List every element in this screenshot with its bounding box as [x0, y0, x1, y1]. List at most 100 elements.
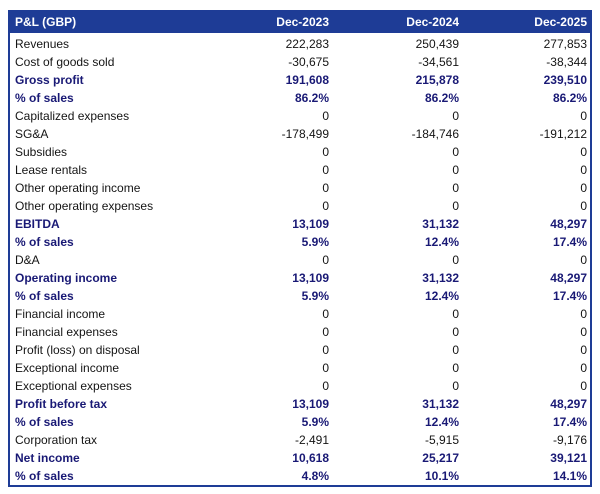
row-value: 5.9% — [301, 235, 329, 249]
row-label: Corporation tax — [15, 433, 98, 447]
row-value: 14.1% — [552, 469, 587, 483]
row-value: 17.4% — [552, 235, 587, 249]
row-value: 0 — [452, 145, 459, 159]
row-value: 0 — [452, 109, 459, 123]
row-value: 0 — [322, 199, 329, 213]
row-value: 0 — [580, 253, 587, 267]
row-label: Other operating expenses — [15, 199, 154, 213]
row-value: 250,439 — [415, 37, 459, 51]
row-value: 86.2% — [552, 91, 587, 105]
table-row: Operating income 13,109 31,132 48,297 — [10, 269, 590, 287]
row-value: 86.2% — [294, 91, 329, 105]
table-row: Corporation tax -2,491 -5,915 -9,176 — [10, 431, 590, 449]
row-value: 0 — [580, 325, 587, 339]
table-row: % of sales 5.9% 12.4% 17.4% — [10, 233, 590, 251]
row-value: 239,510 — [543, 73, 587, 87]
row-value: 0 — [580, 109, 587, 123]
row-label: Revenues — [15, 37, 70, 51]
row-label: Profit before tax — [15, 397, 108, 411]
table-row: EBITDA 13,109 31,132 48,297 — [10, 215, 590, 233]
header-title: P&L (GBP) — [10, 12, 200, 35]
row-value: 0 — [452, 307, 459, 321]
table-row: Net income 10,618 25,217 39,121 — [10, 449, 590, 467]
row-label: % of sales — [15, 91, 74, 105]
row-label: Lease rentals — [15, 163, 88, 177]
row-value: -38,344 — [546, 55, 587, 69]
row-value: 191,608 — [285, 73, 329, 87]
row-value: 0 — [452, 199, 459, 213]
row-value: 4.8% — [301, 469, 329, 483]
row-value: 277,853 — [543, 37, 587, 51]
row-value: 0 — [452, 181, 459, 195]
row-value: -34,561 — [418, 55, 459, 69]
row-value: 5.9% — [301, 289, 329, 303]
row-value: 0 — [580, 199, 587, 213]
row-value: 31,132 — [422, 397, 459, 411]
row-value: 5.9% — [301, 415, 329, 429]
table-row: Financial expenses 0 0 0 — [10, 323, 590, 341]
pl-table-header: P&L (GBP) Dec-2023 Dec-2024 Dec-2025 — [10, 12, 590, 35]
row-value: 17.4% — [552, 415, 587, 429]
row-value: 0 — [322, 163, 329, 177]
table-row: % of sales 4.8% 10.1% 14.1% — [10, 467, 590, 485]
row-value: 0 — [580, 163, 587, 177]
table-row: Cost of goods sold -30,675 -34,561 -38,344 — [10, 53, 590, 71]
row-value: 13,109 — [292, 217, 329, 231]
table-row: % of sales 5.9% 12.4% 17.4% — [10, 287, 590, 305]
row-value: 215,878 — [415, 73, 459, 87]
table-row: Exceptional expenses 0 0 0 — [10, 377, 590, 395]
row-value: 0 — [322, 109, 329, 123]
row-value: 12.4% — [424, 415, 459, 429]
row-value: 0 — [580, 361, 587, 375]
table-row: % of sales 5.9% 12.4% 17.4% — [10, 413, 590, 431]
row-value: 48,297 — [550, 271, 587, 285]
row-value: 10,618 — [292, 451, 329, 465]
row-label: % of sales — [15, 469, 74, 483]
table-row: Subsidies 0 0 0 — [10, 143, 590, 161]
row-label: Profit (loss) on disposal — [15, 343, 140, 357]
row-value: 0 — [322, 145, 329, 159]
row-value: 10.1% — [424, 469, 459, 483]
row-value: -5,915 — [424, 433, 459, 447]
row-value: 0 — [580, 307, 587, 321]
row-value: 0 — [452, 253, 459, 267]
row-value: 17.4% — [552, 289, 587, 303]
table-row: Gross profit 191,608 215,878 239,510 — [10, 71, 590, 89]
row-value: 13,109 — [292, 397, 329, 411]
row-value: 222,283 — [285, 37, 329, 51]
table-row: Financial income 0 0 0 — [10, 305, 590, 323]
pl-table: P&L (GBP) Dec-2023 Dec-2024 Dec-2025 Rev… — [8, 10, 592, 487]
row-value: 0 — [322, 181, 329, 195]
row-value: -2,491 — [294, 433, 329, 447]
row-value: 0 — [322, 325, 329, 339]
header-col-dec-2025: Dec-2025 — [462, 12, 590, 35]
table-row: Profit (loss) on disposal 0 0 0 — [10, 341, 590, 359]
row-value: 0 — [322, 361, 329, 375]
row-label: % of sales — [15, 289, 74, 303]
row-value: -178,499 — [281, 127, 329, 141]
row-value: 13,109 — [292, 271, 329, 285]
row-value: 0 — [452, 163, 459, 177]
table-row: Exceptional income 0 0 0 — [10, 359, 590, 377]
row-value: 0 — [322, 343, 329, 357]
table-row: Capitalized expenses 0 0 0 — [10, 107, 590, 125]
table-row: Revenues 222,283 250,439 277,853 — [10, 35, 590, 53]
table-row: D&A 0 0 0 — [10, 251, 590, 269]
row-label: Subsidies — [15, 145, 68, 159]
row-value: 0 — [452, 361, 459, 375]
row-label: Financial expenses — [15, 325, 118, 339]
row-label: EBITDA — [15, 217, 60, 231]
row-value: 48,297 — [550, 397, 587, 411]
row-label: Capitalized expenses — [15, 109, 130, 123]
row-label: % of sales — [15, 415, 74, 429]
row-label: Cost of goods sold — [15, 55, 115, 69]
row-value: -184,746 — [411, 127, 459, 141]
row-value: 39,121 — [550, 451, 587, 465]
row-label: % of sales — [15, 235, 74, 249]
row-value: 0 — [322, 307, 329, 321]
table-row: % of sales 86.2% 86.2% 86.2% — [10, 89, 590, 107]
row-value: -9,176 — [552, 433, 587, 447]
header-col-dec-2023: Dec-2023 — [200, 12, 332, 35]
row-value: 12.4% — [424, 289, 459, 303]
